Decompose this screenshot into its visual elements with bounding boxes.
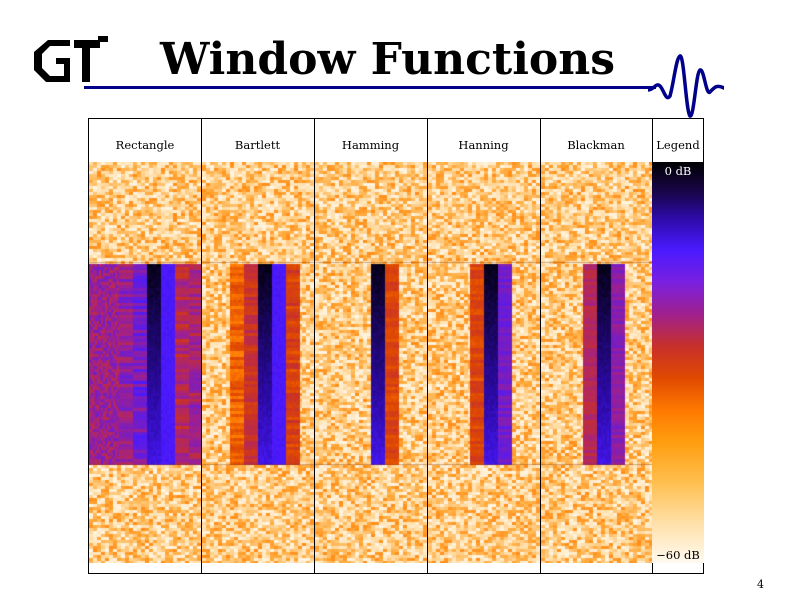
spectrogram-bartlett bbox=[202, 162, 314, 563]
column-divider bbox=[201, 118, 202, 574]
column-divider bbox=[540, 118, 541, 574]
column-label-blackman: Blackman bbox=[567, 138, 625, 152]
gt-logo-icon bbox=[34, 36, 108, 82]
spectrogram-blackman bbox=[541, 162, 652, 563]
title-rule bbox=[84, 86, 656, 89]
spectrogram-hanning bbox=[428, 162, 540, 563]
column-label-rectangle: Rectangle bbox=[115, 138, 175, 152]
spectrogram-hamming bbox=[315, 162, 427, 563]
legend-colorbar bbox=[652, 162, 704, 563]
column-divider bbox=[314, 118, 315, 574]
slide-title: Window Functions bbox=[160, 34, 616, 85]
page-number: 4 bbox=[757, 578, 764, 591]
column-label-hanning: Hanning bbox=[458, 138, 509, 152]
column-label-bartlett: Bartlett bbox=[234, 138, 281, 152]
spectrogram-rectangle bbox=[89, 162, 201, 563]
legend-bottom-label: −60 dB bbox=[656, 548, 700, 562]
wavelet-icon bbox=[648, 54, 724, 118]
column-label-hamming: Hamming bbox=[341, 138, 400, 152]
legend-top-label: 0 dB bbox=[664, 164, 692, 178]
column-label-legend: Legend bbox=[656, 138, 700, 152]
column-divider bbox=[427, 118, 428, 574]
